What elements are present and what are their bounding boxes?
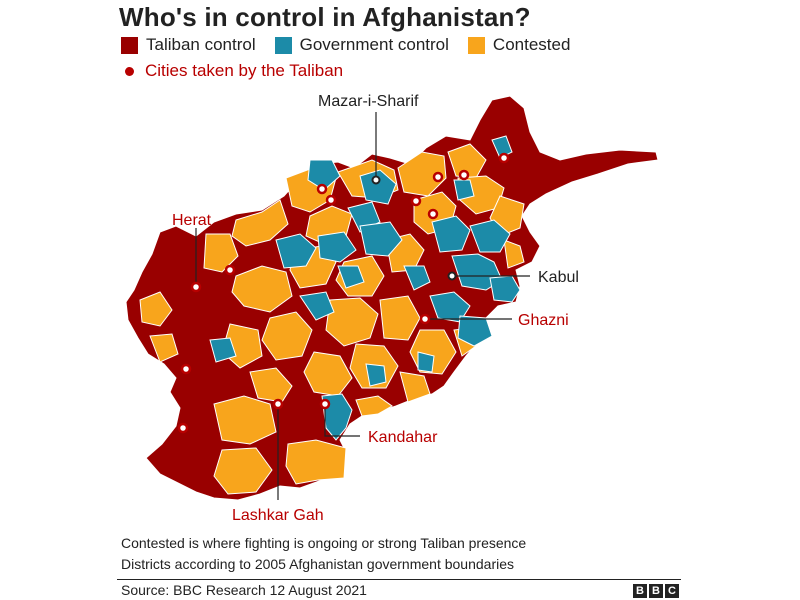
city-marker: [319, 398, 331, 410]
city-dot-swatch: [125, 66, 134, 76]
leader-lines: [195, 112, 530, 500]
city-marker: [419, 313, 431, 325]
footer-divider: [117, 579, 681, 580]
note-contested: Contested is where fighting is ongoing o…: [121, 535, 527, 551]
label-ghazni: Ghazni: [518, 312, 569, 329]
government-regions: [209, 135, 521, 441]
bbc-logo: B B C: [631, 584, 679, 598]
city-marker: [410, 195, 422, 207]
label-herat: Herat: [172, 212, 212, 229]
bbc-logo-letter: C: [665, 584, 679, 598]
city-marker: [325, 194, 337, 206]
source-line: Source: BBC Research 12 August 2021: [121, 582, 367, 598]
city-markers: [177, 152, 510, 434]
city-marker: [316, 183, 328, 195]
label-kandahar: Kandahar: [368, 429, 438, 446]
city-marker: [432, 171, 444, 183]
chart-title: Who's in control in Afghanistan?: [119, 2, 531, 32]
government-city-markers: [371, 175, 457, 281]
legend-contested-label: Contested: [492, 35, 571, 54]
bbc-logo-letter: B: [649, 584, 663, 598]
city-marker: [224, 264, 236, 276]
city-marker: [498, 152, 510, 164]
legend: Taliban control Government control Conte…: [121, 35, 589, 55]
city-marker: [180, 363, 192, 375]
city-marker: [190, 281, 202, 293]
legend-cities-label: Cities taken by the Taliban: [145, 61, 344, 80]
contested-swatch: [467, 36, 485, 54]
city-marker: [427, 208, 439, 220]
government-swatch: [274, 36, 292, 54]
legend-contested: Contested: [467, 35, 571, 55]
taliban-swatch: [121, 36, 138, 54]
legend-government: Government control: [274, 35, 449, 55]
city-marker: [177, 422, 189, 434]
legend-cities: Cities taken by the Taliban: [121, 61, 343, 81]
legend-taliban-label: Taliban control: [146, 35, 256, 54]
label-kabul: Kabul: [538, 269, 579, 286]
city-marker: [458, 169, 470, 181]
mazar-marker: [371, 175, 381, 185]
label-mazar: Mazar-i-Sharif: [318, 93, 419, 110]
kabul-marker: [447, 271, 457, 281]
note-districts: Districts according to 2005 Afghanistan …: [121, 556, 515, 572]
legend-taliban: Taliban control: [121, 35, 256, 55]
city-marker: [272, 398, 284, 410]
legend-government-label: Government control: [299, 35, 449, 54]
label-lashkar: Lashkar Gah: [232, 507, 324, 524]
bbc-logo-letter: B: [633, 584, 647, 598]
